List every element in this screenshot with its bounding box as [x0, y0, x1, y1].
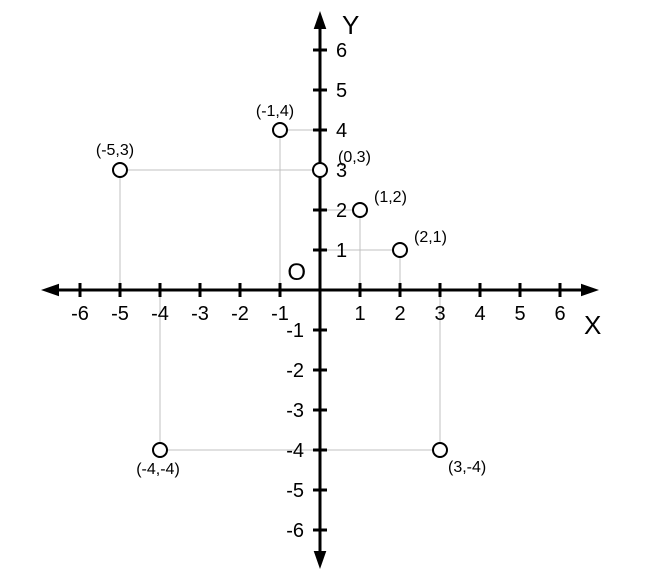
point-label: (2,1) [414, 229, 447, 246]
data-point [153, 443, 167, 457]
data-point [113, 163, 127, 177]
data-point [353, 203, 367, 217]
y-axis-label: Y [342, 10, 359, 40]
point-label: (-4,-4) [136, 461, 180, 478]
xtick-label: 3 [434, 303, 445, 325]
ytick-label: -3 [286, 400, 304, 422]
xtick-label: -4 [151, 303, 169, 325]
xtick-label: 5 [514, 303, 525, 325]
coordinate-plane-chart: -6-5-4-3-2-1123456-6-5-4-3-2-1123456YXO(… [0, 0, 656, 585]
point-label: (3,-4) [448, 459, 486, 476]
x-axis-label: X [584, 310, 601, 340]
point-label: (0,3) [338, 149, 371, 166]
ytick-label: -5 [286, 480, 304, 502]
ytick-label: -2 [286, 360, 304, 382]
xtick-label: -2 [231, 303, 249, 325]
xtick-label: -3 [191, 303, 209, 325]
xtick-label: 2 [394, 303, 405, 325]
data-point [273, 123, 287, 137]
ytick-label: 5 [336, 80, 347, 102]
point-label: (1,2) [374, 189, 407, 206]
point-label: (-1,4) [256, 103, 294, 120]
origin-label: O [287, 259, 306, 286]
ytick-label: -6 [286, 520, 304, 542]
ytick-label: 2 [336, 200, 347, 222]
ytick-label: -4 [286, 440, 304, 462]
xtick-label: -5 [111, 303, 129, 325]
xtick-label: -6 [71, 303, 89, 325]
ytick-label: -1 [286, 320, 304, 342]
ytick-label: 4 [336, 120, 347, 142]
ytick-label: 1 [336, 240, 347, 262]
point-label: (-5,3) [96, 142, 134, 159]
data-point [313, 163, 327, 177]
ytick-label: 6 [336, 40, 347, 62]
data-point [393, 243, 407, 257]
xtick-label: 6 [554, 303, 565, 325]
xtick-label: 4 [474, 303, 485, 325]
xtick-label: 1 [354, 303, 365, 325]
data-point [433, 443, 447, 457]
